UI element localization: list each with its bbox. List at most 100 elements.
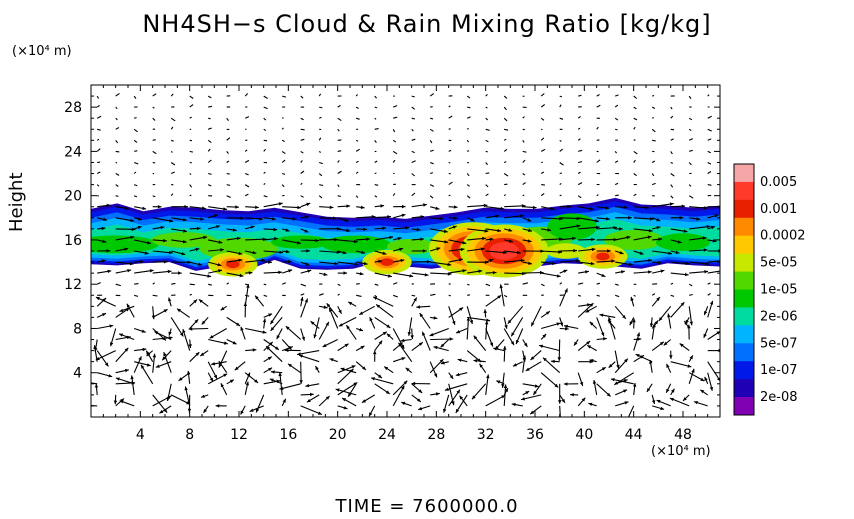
- wind-arrow: [318, 93, 322, 97]
- wind-arrow-head: [616, 364, 620, 369]
- wind-arrow: [392, 385, 405, 407]
- wind-arrow-head: [220, 306, 225, 311]
- wind-arrow: [115, 106, 118, 110]
- wind-arrow: [540, 192, 545, 197]
- x-tick-label: 32: [477, 427, 495, 443]
- wind-arrow: [670, 282, 674, 285]
- wind-arrow-head: [317, 411, 322, 415]
- wind-arrow-head: [473, 359, 478, 363]
- wind-arrow-head: [147, 241, 151, 245]
- wind-arrow-head: [269, 378, 274, 382]
- x-tick-label: 40: [575, 427, 593, 443]
- wind-arrow-head: [509, 239, 513, 243]
- wind-arrow: [170, 93, 174, 97]
- wind-arrow-head: [606, 217, 610, 221]
- wind-arrow-head: [419, 313, 424, 318]
- wind-arrow-head: [704, 376, 708, 381]
- wind-arrow-head: [439, 359, 444, 363]
- wind-arrow-head: [416, 305, 420, 309]
- wind-arrow: [542, 357, 561, 374]
- wind-arrow-head: [166, 397, 170, 401]
- wind-arrow: [633, 95, 638, 99]
- wind-arrow: [615, 94, 619, 97]
- wind-arrow-head: [539, 344, 543, 348]
- wind-arrow: [300, 128, 305, 131]
- wind-arrow: [688, 184, 692, 187]
- wind-arrow: [503, 106, 507, 111]
- y-tick-label: 12: [64, 277, 82, 293]
- wind-arrow-head: [376, 304, 381, 308]
- wind-arrow: [300, 283, 307, 287]
- wind-arrow-head: [196, 226, 201, 231]
- wind-arrow-head: [101, 226, 106, 231]
- wind-arrow-head: [207, 274, 212, 278]
- wind-arrow-head: [444, 240, 449, 244]
- wind-arrow-head: [601, 367, 606, 371]
- wind-arrow: [411, 283, 414, 285]
- wind-arrow-head: [249, 408, 254, 412]
- wind-arrow: [707, 293, 711, 296]
- wind-arrow-head: [576, 216, 581, 221]
- wind-arrow-head: [601, 332, 605, 337]
- wind-arrow-head: [589, 359, 594, 363]
- wind-arrow: [429, 195, 434, 199]
- wind-arrow-head: [209, 377, 213, 382]
- wind-arrow: [485, 394, 506, 407]
- wind-arrow-head: [401, 204, 406, 209]
- wind-arrow-head: [649, 217, 654, 221]
- wind-arrow: [226, 184, 231, 186]
- wind-arrow: [578, 161, 583, 164]
- wind-arrow: [398, 342, 413, 363]
- wind-arrow-head: [382, 251, 387, 255]
- wind-arrow: [115, 195, 119, 197]
- wind-arrow-head: [532, 205, 537, 210]
- wind-arrow-head: [338, 323, 343, 327]
- wind-arrow-head: [703, 333, 707, 338]
- wind-arrow: [265, 345, 283, 363]
- wind-arrow-head: [724, 269, 728, 272]
- wind-arrow: [577, 127, 581, 130]
- wind-arrow: [467, 294, 471, 296]
- wind-arrow-head: [700, 377, 705, 381]
- wind-arrow: [318, 195, 323, 199]
- y-tick-label: 4: [73, 366, 82, 382]
- wind-arrow: [466, 173, 470, 177]
- wind-arrow-head: [629, 262, 633, 266]
- wind-arrow-head: [384, 366, 389, 371]
- colorbar-swatch: [734, 379, 754, 398]
- wind-arrow-head: [709, 300, 714, 305]
- wind-arrow: [466, 195, 471, 199]
- wind-arrow: [337, 170, 342, 174]
- wind-arrow-head: [377, 374, 382, 378]
- wind-arrow-head: [240, 326, 244, 331]
- wind-arrow-head: [658, 237, 663, 241]
- wind-arrow-head: [433, 316, 438, 320]
- wind-arrow-head: [624, 358, 628, 363]
- wind-arrow-head: [495, 345, 499, 350]
- wind-arrow-head: [595, 219, 599, 223]
- wind-arrow-head: [130, 218, 135, 223]
- wind-arrow-head: [343, 271, 348, 275]
- wind-arrow-head: [511, 402, 516, 407]
- wind-arrow-head: [200, 217, 204, 221]
- wind-arrow-head: [268, 260, 272, 264]
- wind-arrow-head: [164, 260, 168, 264]
- wind-arrow-head: [531, 322, 535, 327]
- wind-arrow-head: [304, 229, 309, 233]
- wind-arrow: [244, 184, 250, 188]
- wind-arrow: [633, 139, 636, 141]
- wind-arrow-head: [369, 317, 373, 322]
- wind-arrow-head: [411, 381, 416, 386]
- wind-arrow-head: [323, 305, 328, 309]
- cloud-hotspot: [380, 258, 394, 266]
- colorbar: 0.005 0.001 0.0002 5e-05 1e-05 2e-06 5e-07 1e-0…: [733, 163, 806, 416]
- wind-arrow-head: [669, 355, 673, 359]
- colorbar-swatch: [734, 271, 754, 290]
- wind-arrow: [578, 94, 582, 97]
- wind-arrow: [707, 282, 711, 285]
- wind-arrow-head: [239, 273, 244, 278]
- wind-arrow: [281, 127, 284, 130]
- wind-arrow-head: [346, 204, 351, 208]
- wind-arrow-head: [95, 297, 100, 301]
- wind-arrow: [392, 328, 405, 350]
